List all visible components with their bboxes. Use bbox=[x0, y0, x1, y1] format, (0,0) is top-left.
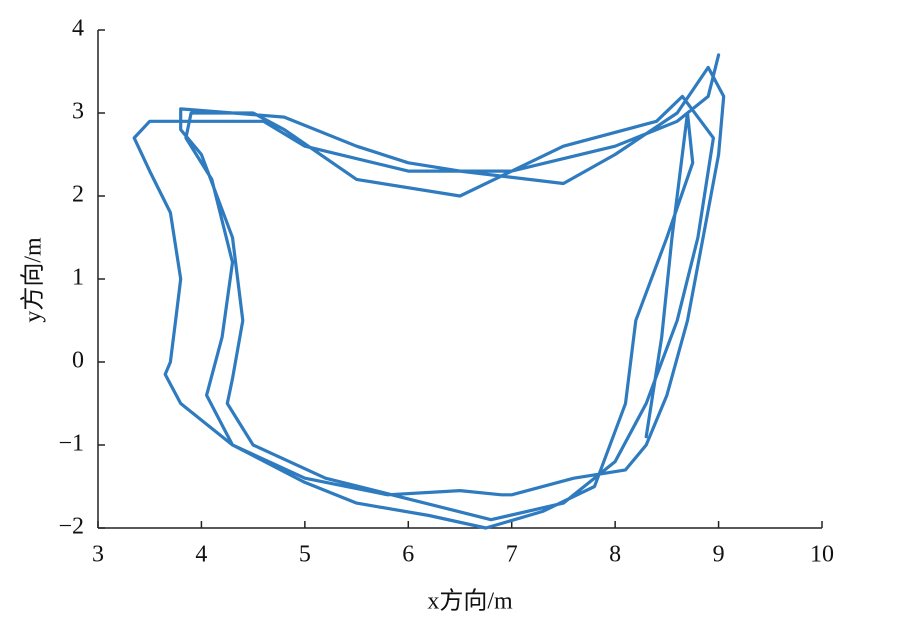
y-axis-title: y方向/m bbox=[20, 237, 47, 323]
x-tick-label: 10 bbox=[810, 542, 834, 568]
y-tick-label: 3 bbox=[72, 99, 84, 125]
x-tick-label: 7 bbox=[506, 542, 518, 568]
y-tick-label: 2 bbox=[72, 182, 84, 208]
x-axis-title: x方向/m bbox=[427, 588, 513, 615]
x-tick-label: 5 bbox=[299, 542, 311, 568]
y-tick-label: −2 bbox=[58, 514, 84, 540]
x-tick-label: 8 bbox=[609, 542, 621, 568]
y-tick-label: 1 bbox=[72, 265, 84, 291]
trajectory-line bbox=[132, 53, 726, 530]
x-tick-label: 3 bbox=[92, 542, 104, 568]
y-tick-label: 4 bbox=[72, 16, 84, 42]
y-tick-label: 0 bbox=[72, 348, 84, 374]
x-tick-label: 4 bbox=[195, 542, 207, 568]
x-tick-label: 9 bbox=[713, 542, 725, 568]
x-tick-label: 6 bbox=[402, 542, 414, 568]
y-tick-label: −1 bbox=[58, 431, 84, 457]
